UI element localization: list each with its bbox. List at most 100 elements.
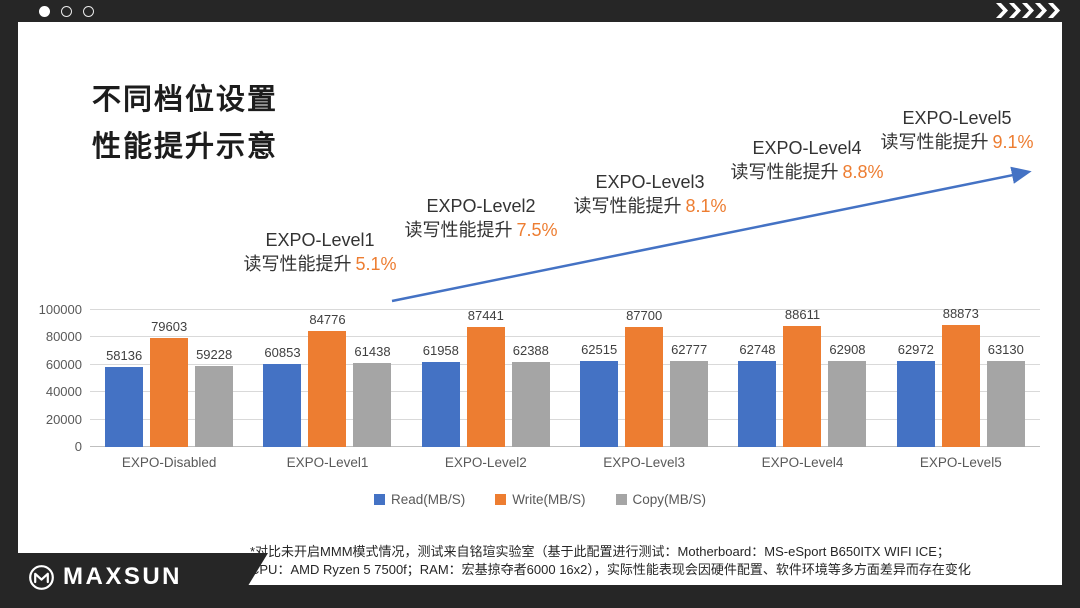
bar-value-label: 62515: [581, 342, 618, 358]
category-label: EXPO-Level5: [919, 455, 1002, 470]
gain-percent: 5.1%: [355, 254, 397, 274]
annotation-gain: 读写性能提升 9.1%: [880, 130, 1033, 154]
category-label: EXPO-Level4: [761, 455, 844, 470]
annotation-level3: EXPO-Level3 读写性能提升 8.1%: [573, 170, 726, 218]
bar-series-Copy(MB/S): 62908: [828, 310, 867, 447]
bar-value-label: 62908: [829, 341, 866, 357]
bar-value-label: 62388: [512, 342, 549, 358]
category-label: EXPO-Level1: [286, 455, 369, 470]
page-title: 不同档位设置 性能提升示意: [92, 77, 278, 171]
bar-series-Write(MB/S): 87441: [466, 308, 505, 447]
bar-group: 62972 88873 63130: [882, 306, 1040, 447]
bar-series-Write(MB/S): 87700: [625, 307, 664, 447]
bar: [105, 367, 144, 447]
bar-series-Copy(MB/S): 62777: [670, 310, 709, 447]
title-line-1: 不同档位设置: [92, 84, 279, 116]
annotation-gain: 读写性能提升 8.1%: [573, 194, 726, 218]
bar-value-label: 62972: [897, 341, 934, 357]
annotation-level4: EXPO-Level4 读写性能提升 8.8%: [730, 136, 883, 184]
bar-series-Write(MB/S): 88611: [783, 307, 822, 447]
bar: [783, 325, 822, 447]
bar-group: 62515 87700 62777: [565, 307, 723, 447]
bar: [828, 360, 867, 447]
gain-percent: 9.1%: [992, 132, 1034, 152]
pagination-dot-active-icon: [39, 6, 50, 17]
bar-value-label: 62748: [739, 342, 776, 358]
annotation-label: EXPO-Level2: [426, 196, 536, 216]
legend-swatch-icon: [373, 494, 385, 505]
gridline: [90, 336, 1040, 338]
pagination-dot-icon: [83, 6, 94, 17]
bar-series-Read(MB/S): 62748: [738, 310, 777, 447]
annotation-label: EXPO-Level4: [752, 138, 862, 158]
gain-prefix: 读写性能提升: [404, 220, 513, 240]
pagination-dots: [39, 6, 94, 17]
legend-swatch-icon: [495, 494, 507, 505]
bar: [580, 361, 619, 447]
footnote-line-1: *对比未开启MMM模式情况，测试来自铭瑄实验室（基于此配置进行测试：Mother…: [250, 544, 950, 559]
bar: [896, 360, 935, 447]
logo-text: MAXSUN: [63, 563, 183, 590]
gain-prefix: 读写性能提升: [730, 162, 839, 182]
y-tick-label: 20000: [45, 411, 82, 427]
bar: [738, 361, 777, 447]
bar: [353, 362, 392, 447]
bar: [511, 361, 550, 447]
bar-series-Write(MB/S): 84776: [308, 310, 347, 447]
bar-series-Read(MB/S): 60853: [263, 310, 302, 447]
legend-item: Copy(MB/S): [615, 492, 706, 507]
gridline: [90, 418, 1040, 420]
annotation-label: EXPO-Level3: [595, 172, 705, 192]
bar: [263, 363, 302, 447]
annotation-level1: EXPO-Level1 读写性能提升 5.1%: [243, 228, 396, 276]
pagination-dot-icon: [61, 6, 72, 17]
bar-group: 62748 88611 62908: [723, 307, 881, 447]
y-tick-label: 80000: [45, 329, 82, 345]
brand-logo: MAXSUN: [28, 561, 182, 593]
bar-group: 60853 84776 61438: [248, 310, 406, 447]
annotation-level5: EXPO-Level5 读写性能提升 9.1%: [880, 106, 1033, 154]
legend-label: Read(MB/S): [390, 492, 466, 507]
gain-percent: 8.1%: [685, 196, 727, 216]
legend-swatch-icon: [615, 494, 627, 505]
plot-area: 58136 79603 59228 60853 84776 61438 61958 87441…: [90, 306, 1040, 447]
category-label: EXPO-Level3: [603, 455, 686, 470]
bar-series-Write(MB/S): 88873: [941, 306, 980, 447]
content-card: 不同档位设置 性能提升示意 EXPO-Level1 读写性能提升 5.1% EXP…: [18, 22, 1062, 585]
bar-value-label: 61438: [354, 343, 391, 359]
legend: Read(MB/S) Write(MB/S) Copy(MB/S): [65, 492, 1015, 507]
bar: [150, 337, 189, 447]
bar-value-label: 58136: [106, 348, 143, 364]
annotation-label: EXPO-Level5: [902, 108, 1012, 128]
bar-value-label: 87700: [626, 307, 663, 323]
annotation-level2: EXPO-Level2 读写性能提升 7.5%: [404, 194, 557, 242]
bar-value-label: 88873: [942, 306, 979, 322]
bar-series-Read(MB/S): 58136: [105, 310, 144, 447]
bar-value-label: 61958: [422, 343, 459, 359]
category-label: EXPO-Disabled: [121, 455, 217, 470]
legend-item: Write(MB/S): [495, 492, 586, 507]
footnote: *对比未开启MMM模式情况，测试来自铭瑄实验室（基于此配置进行测试：Mother…: [250, 543, 1040, 578]
bar: [195, 365, 234, 447]
y-axis-ticks: 0 20000 40000 60000 80000 100000: [18, 303, 82, 454]
bar-group: 61958 87441 62388: [407, 308, 565, 447]
gridline: [90, 309, 1040, 310]
bar: [670, 361, 709, 447]
top-frame-bar: [0, 0, 1080, 22]
bar-series-Read(MB/S): 62972: [896, 310, 935, 447]
x-axis-line: [90, 446, 1040, 447]
annotation-label: EXPO-Level1: [265, 230, 375, 250]
bar: [625, 326, 664, 447]
bar-series-Copy(MB/S): 63130: [986, 310, 1025, 447]
bar: [308, 330, 347, 447]
bar-series-Copy(MB/S): 59228: [195, 310, 234, 447]
gain-prefix: 读写性能提升: [243, 254, 352, 274]
bar: [986, 360, 1025, 447]
bar-group: 58136 79603 59228: [90, 310, 248, 447]
bar-series-Read(MB/S): 62515: [580, 310, 619, 447]
gain-percent: 7.5%: [516, 220, 558, 240]
annotation-gain: 读写性能提升 8.8%: [730, 160, 883, 184]
bar: [466, 327, 505, 447]
bar-series-Copy(MB/S): 62388: [511, 310, 550, 447]
